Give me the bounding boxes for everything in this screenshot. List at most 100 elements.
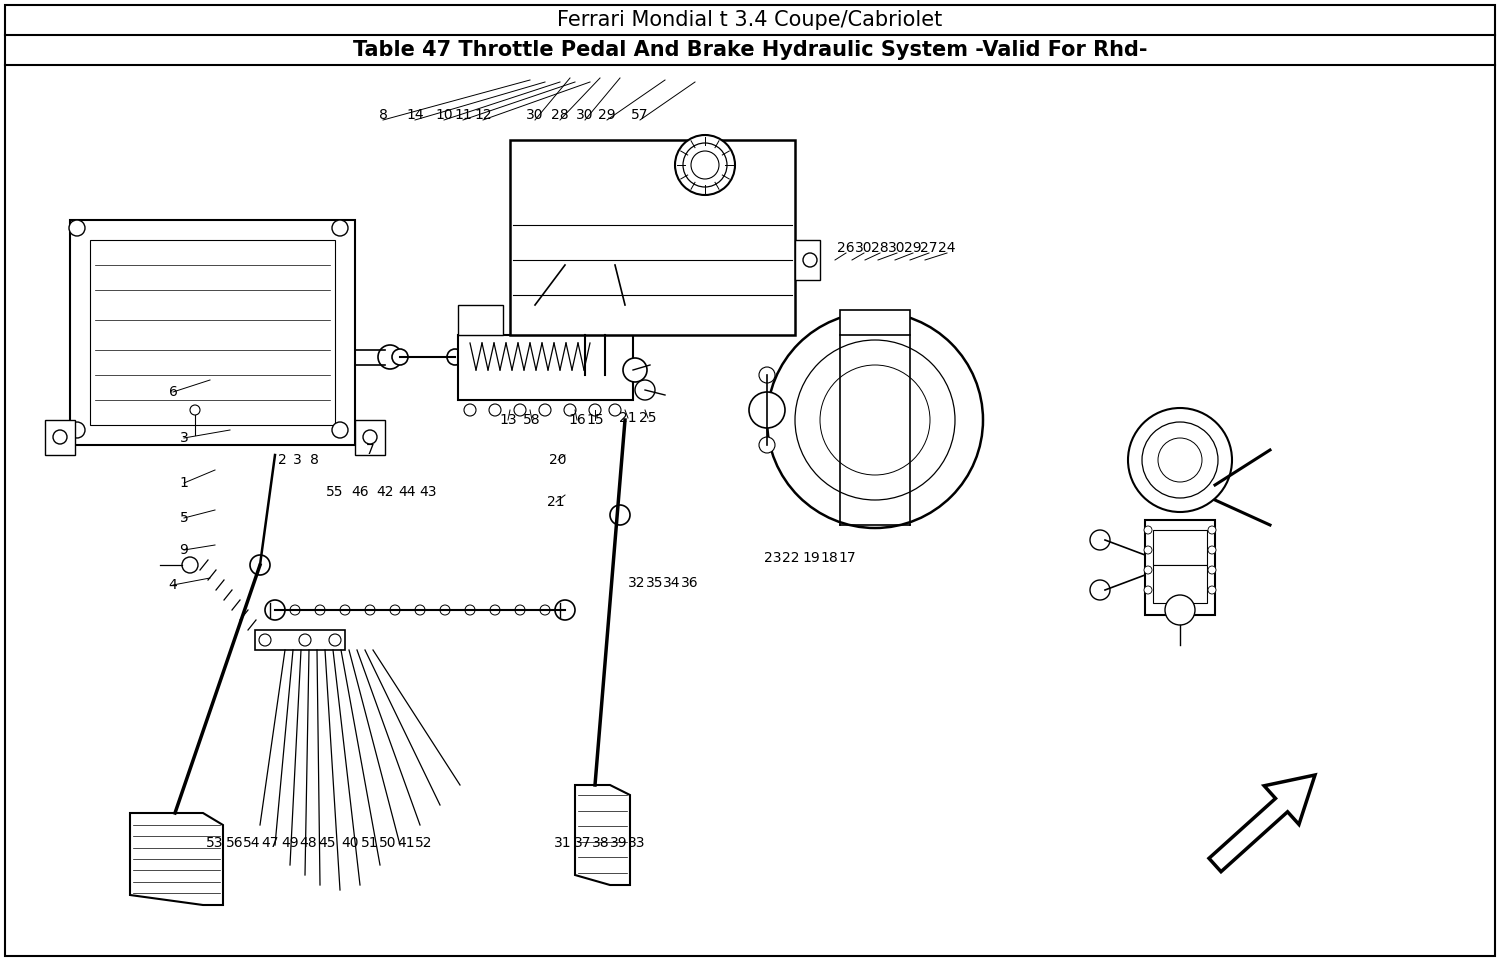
Text: 57: 57	[632, 108, 648, 122]
Circle shape	[540, 605, 550, 615]
Text: 53: 53	[206, 836, 224, 850]
Circle shape	[1166, 595, 1196, 625]
Text: 1: 1	[180, 476, 189, 490]
Text: 22: 22	[783, 551, 800, 565]
Text: 52: 52	[416, 836, 432, 850]
Circle shape	[332, 422, 348, 438]
Text: 29: 29	[598, 108, 616, 122]
Text: 16: 16	[568, 413, 586, 427]
Text: 5: 5	[180, 511, 189, 525]
Text: 46: 46	[351, 485, 369, 499]
Circle shape	[1090, 530, 1110, 550]
Polygon shape	[574, 785, 630, 885]
Bar	[458, 305, 503, 335]
Circle shape	[564, 404, 576, 416]
Circle shape	[378, 345, 402, 369]
Text: 7: 7	[366, 443, 375, 457]
Bar	[795, 240, 820, 280]
Circle shape	[489, 404, 501, 416]
Text: 6: 6	[168, 385, 177, 399]
Text: Ferrari Mondial t 3.4 Coupe/Cabriolet: Ferrari Mondial t 3.4 Coupe/Cabriolet	[558, 10, 942, 30]
Text: 56: 56	[226, 836, 244, 850]
Text: 55: 55	[327, 485, 344, 499]
Circle shape	[748, 392, 784, 428]
Text: 28: 28	[550, 108, 568, 122]
Text: 3: 3	[180, 431, 189, 445]
Circle shape	[555, 600, 574, 620]
Circle shape	[538, 404, 550, 416]
Circle shape	[416, 605, 424, 615]
Circle shape	[1144, 546, 1152, 554]
Text: 49: 49	[280, 836, 298, 850]
Circle shape	[1144, 586, 1152, 594]
Text: 9: 9	[180, 543, 189, 557]
Text: 44: 44	[399, 485, 416, 499]
Text: 27: 27	[920, 241, 938, 255]
Circle shape	[290, 605, 300, 615]
Circle shape	[392, 349, 408, 365]
Circle shape	[332, 220, 348, 236]
Text: 37: 37	[574, 836, 591, 850]
Text: 15: 15	[586, 413, 604, 427]
Circle shape	[464, 404, 476, 416]
Text: 42: 42	[376, 485, 393, 499]
Text: 41: 41	[398, 836, 416, 850]
Text: 30: 30	[888, 241, 906, 255]
Text: 31: 31	[554, 836, 572, 850]
Circle shape	[1128, 408, 1232, 512]
Text: 30: 30	[526, 108, 543, 122]
Circle shape	[1208, 586, 1216, 594]
Text: 26: 26	[837, 241, 855, 255]
Text: 20: 20	[549, 453, 567, 467]
Text: 33: 33	[628, 836, 645, 850]
Circle shape	[682, 143, 728, 187]
Text: 40: 40	[340, 836, 358, 850]
Text: 28: 28	[871, 241, 889, 255]
Circle shape	[1144, 566, 1152, 574]
Circle shape	[440, 605, 450, 615]
Circle shape	[182, 557, 198, 573]
Text: 11: 11	[454, 108, 472, 122]
Circle shape	[766, 312, 982, 528]
Text: 3: 3	[292, 453, 302, 467]
Circle shape	[364, 605, 375, 615]
Circle shape	[514, 605, 525, 615]
Circle shape	[692, 151, 718, 179]
Circle shape	[1090, 580, 1110, 600]
Text: 8: 8	[309, 453, 318, 467]
Text: 23: 23	[764, 551, 782, 565]
Circle shape	[390, 605, 400, 615]
Text: 19: 19	[802, 551, 820, 565]
Circle shape	[465, 605, 476, 615]
Text: 25: 25	[639, 411, 657, 425]
Circle shape	[363, 430, 376, 444]
Circle shape	[609, 404, 621, 416]
Bar	[70, 220, 356, 445]
Text: Table 47 Throttle Pedal And Brake Hydraulic System -Valid For Rhd-: Table 47 Throttle Pedal And Brake Hydrau…	[352, 40, 1148, 60]
Circle shape	[1144, 526, 1152, 534]
Text: 24: 24	[939, 241, 956, 255]
Text: 4: 4	[168, 578, 177, 592]
Text: 38: 38	[592, 836, 610, 850]
Text: 30: 30	[576, 108, 594, 122]
Circle shape	[590, 404, 602, 416]
Circle shape	[514, 404, 526, 416]
Circle shape	[1208, 526, 1216, 534]
Circle shape	[328, 634, 340, 646]
Text: 34: 34	[663, 576, 681, 590]
Text: 14: 14	[406, 108, 424, 122]
Text: 10: 10	[435, 108, 453, 122]
Bar	[840, 310, 910, 335]
Text: 47: 47	[261, 836, 279, 850]
Text: 54: 54	[243, 836, 261, 850]
Circle shape	[1158, 438, 1202, 482]
Text: 48: 48	[298, 836, 316, 850]
Text: 36: 36	[681, 576, 699, 590]
Circle shape	[69, 220, 86, 236]
Bar	[45, 420, 75, 455]
Circle shape	[622, 358, 646, 382]
Text: 17: 17	[839, 551, 856, 565]
Circle shape	[675, 135, 735, 195]
Bar	[90, 240, 334, 425]
Text: 58: 58	[524, 413, 542, 427]
